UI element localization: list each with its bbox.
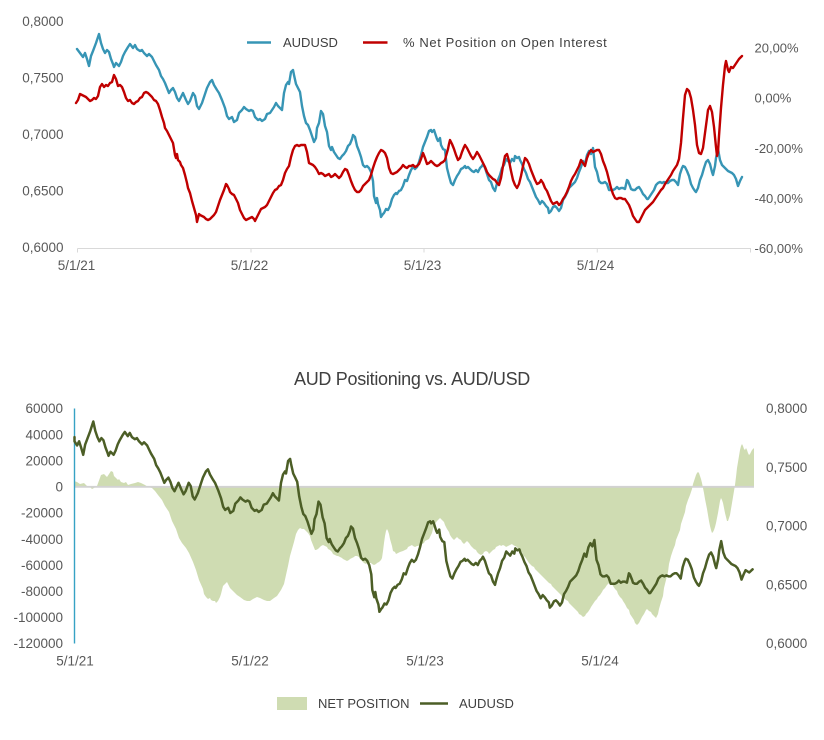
svg-text:NET POSITION: NET POSITION (318, 696, 410, 711)
svg-text:5/1/22: 5/1/22 (231, 654, 269, 669)
svg-text:5/1/22: 5/1/22 (231, 258, 269, 273)
svg-text:% Net Position on Open Interes: % Net Position on Open Interest (403, 35, 607, 50)
svg-text:-60,00%: -60,00% (755, 241, 804, 256)
svg-text:20000: 20000 (25, 453, 63, 468)
svg-text:0,6500: 0,6500 (22, 184, 63, 199)
svg-text:-40000: -40000 (21, 532, 63, 547)
svg-text:40000: 40000 (25, 427, 63, 442)
svg-text:20,00%: 20,00% (755, 40, 800, 55)
svg-text:5/1/21: 5/1/21 (58, 258, 96, 273)
svg-text:-80000: -80000 (21, 584, 63, 599)
svg-text:5/1/24: 5/1/24 (577, 258, 615, 273)
svg-text:0: 0 (55, 480, 63, 495)
svg-text:-120000: -120000 (13, 636, 63, 651)
svg-text:0,6500: 0,6500 (766, 578, 807, 593)
svg-text:5/1/21: 5/1/21 (56, 654, 94, 669)
svg-text:-20000: -20000 (21, 506, 63, 521)
svg-text:0,7000: 0,7000 (766, 519, 807, 534)
svg-text:-20,00%: -20,00% (755, 141, 804, 156)
svg-text:0,7000: 0,7000 (22, 127, 63, 142)
svg-text:0,7500: 0,7500 (766, 460, 807, 475)
svg-text:5/1/24: 5/1/24 (581, 654, 619, 669)
svg-text:-40,00%: -40,00% (755, 191, 804, 206)
svg-text:AUDUSD: AUDUSD (459, 696, 514, 711)
svg-text:0,00%: 0,00% (755, 91, 792, 106)
svg-text:60000: 60000 (25, 401, 63, 416)
svg-text:0,6000: 0,6000 (22, 240, 63, 255)
svg-text:0,8000: 0,8000 (22, 14, 63, 29)
svg-text:-60000: -60000 (21, 558, 63, 573)
svg-text:0,6000: 0,6000 (766, 636, 807, 651)
svg-text:AUDUSD: AUDUSD (283, 35, 338, 50)
svg-text:0,8000: 0,8000 (766, 401, 807, 416)
svg-text:-100000: -100000 (13, 610, 63, 625)
svg-text:5/1/23: 5/1/23 (406, 654, 444, 669)
svg-text:5/1/23: 5/1/23 (404, 258, 442, 273)
svg-text:0,7500: 0,7500 (22, 71, 63, 86)
svg-text:AUD Positioning vs. AUD/USD: AUD Positioning vs. AUD/USD (294, 369, 530, 389)
